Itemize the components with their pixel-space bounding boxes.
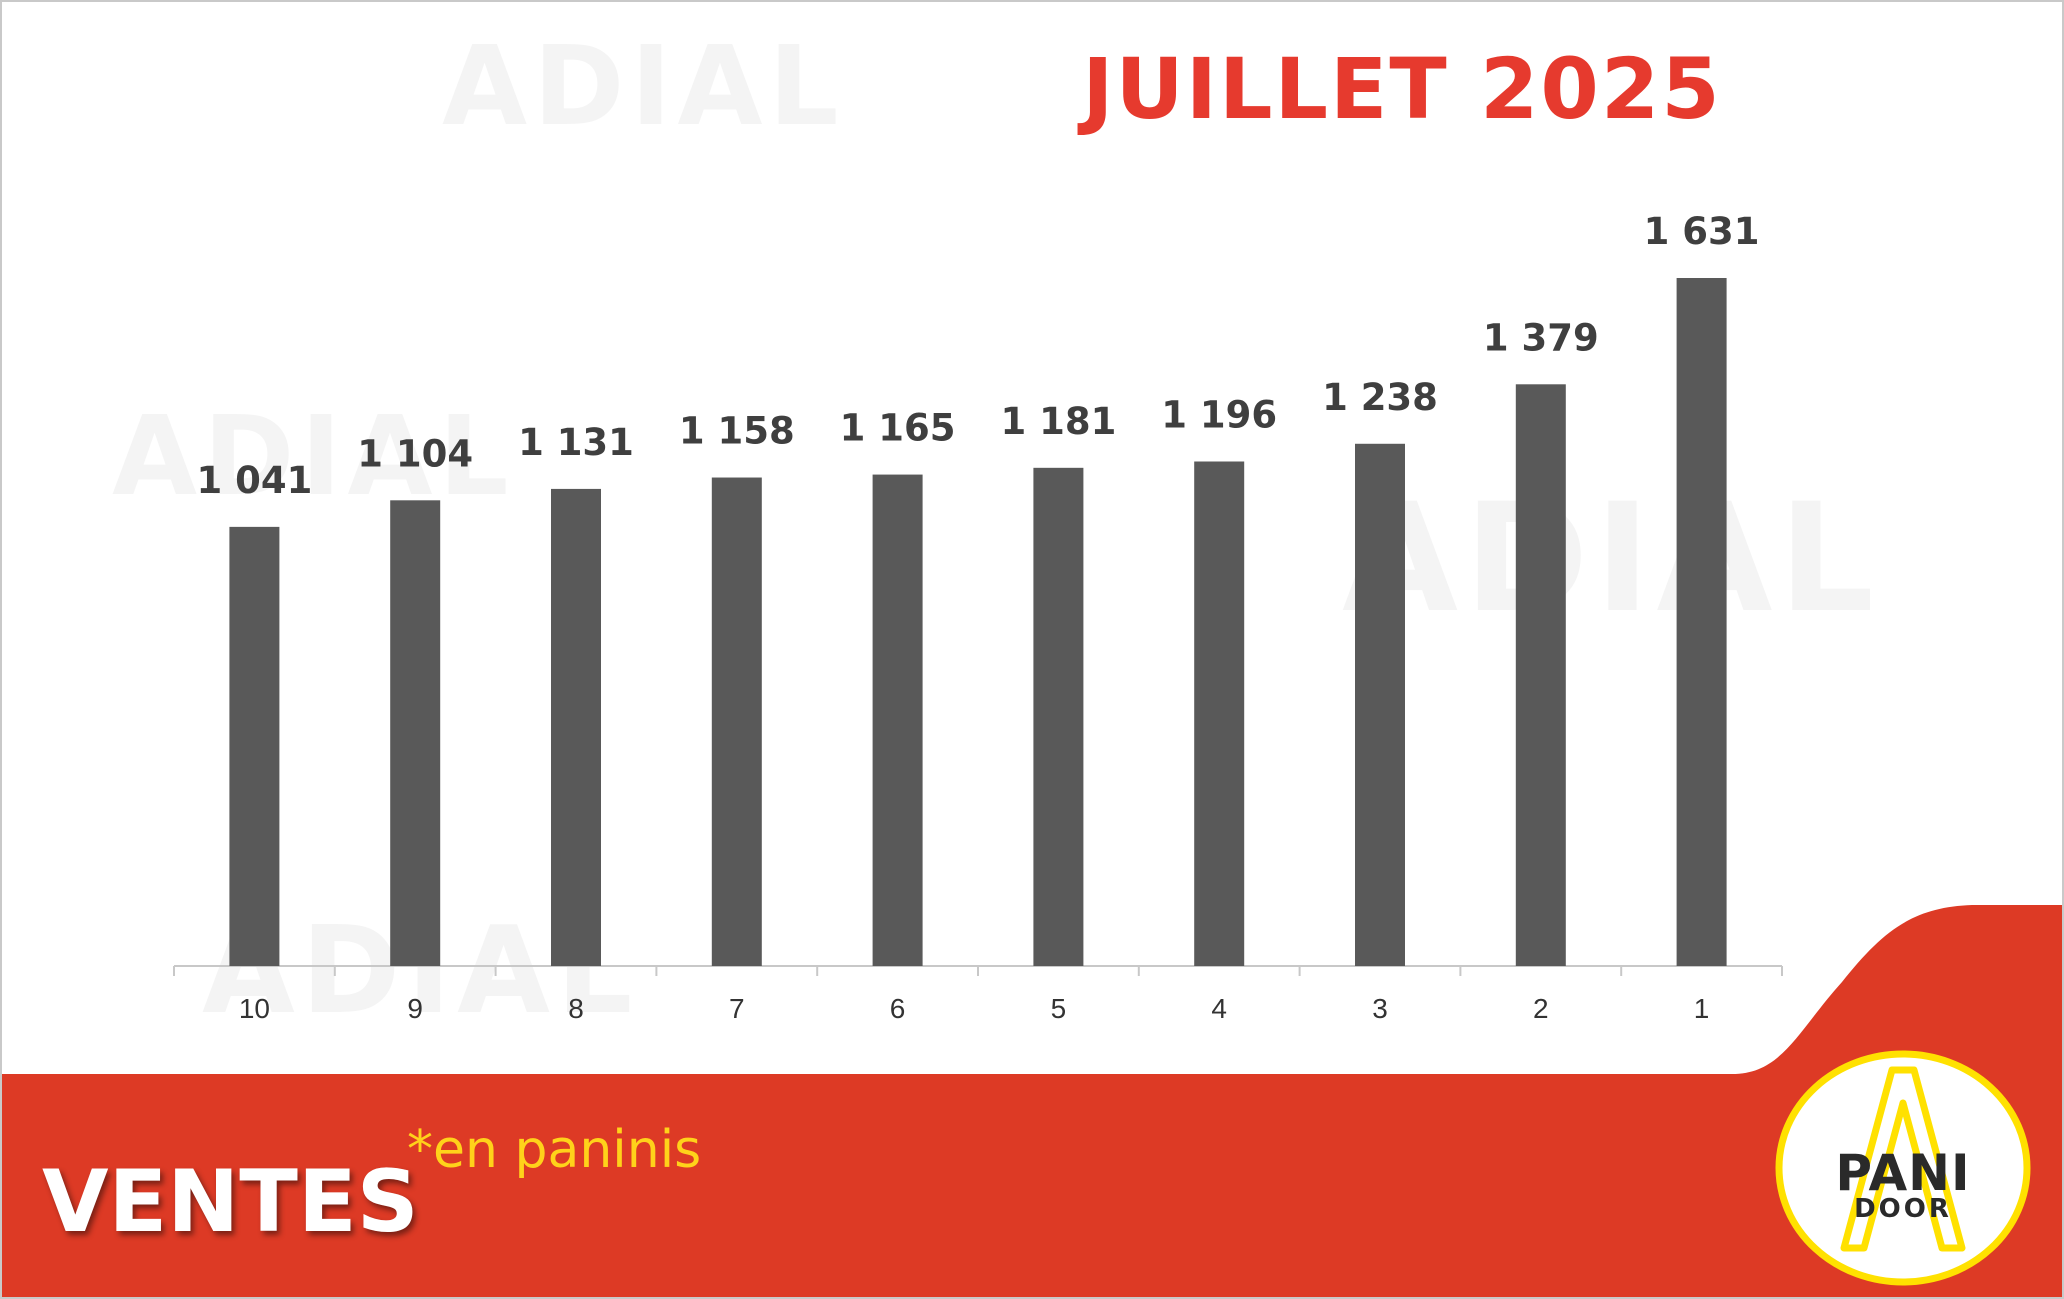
data-label: 1 165	[840, 407, 956, 450]
logo-text-pani: PANI	[1835, 1144, 1971, 1202]
watermark: ADIAL	[1342, 472, 1880, 646]
x-tick-label: 9	[407, 993, 423, 1024]
bar-rank-2	[1515, 384, 1566, 966]
bar-rank-7	[711, 477, 762, 966]
data-label: 1 196	[1161, 393, 1277, 436]
x-tick-label: 3	[1372, 993, 1388, 1024]
data-label: 1 158	[679, 410, 795, 453]
x-tick-label: 5	[1051, 993, 1067, 1024]
x-tick-label: 7	[729, 993, 745, 1024]
data-label: 1 379	[1483, 316, 1599, 359]
bar-rank-6	[872, 474, 923, 966]
data-label: 1 631	[1644, 210, 1760, 253]
x-tick-label: 4	[1211, 993, 1227, 1024]
logo-text-door: DOOR	[1854, 1194, 1952, 1224]
bar-rank-1	[1676, 278, 1727, 966]
x-tick-label: 6	[890, 993, 906, 1024]
bar-rank-5	[1033, 467, 1084, 966]
data-label: 1 181	[1000, 400, 1116, 443]
data-label: 1 131	[518, 421, 634, 464]
watermark: ADIAL	[442, 22, 845, 150]
watermark: ADIAL	[112, 392, 515, 520]
bar-rank-10	[229, 526, 280, 966]
panidoor-logo: PANI DOOR	[1774, 1048, 2032, 1288]
x-tick-label: 8	[568, 993, 584, 1024]
bar-rank-8	[551, 488, 601, 966]
bar-rank-4	[1194, 461, 1245, 966]
x-tick-label: 1	[1694, 993, 1710, 1024]
data-label: 1 104	[357, 432, 473, 475]
chart-title: JUILLET 2025	[1082, 40, 1722, 138]
unit-note: *en paninis	[407, 1120, 702, 1180]
logo-emblem	[1775, 1050, 2031, 1286]
bar-rank-9	[390, 500, 441, 966]
x-tick-label: 10	[239, 993, 270, 1024]
bar-rank-3	[1355, 443, 1405, 966]
footer-band-shape	[2, 905, 2062, 1297]
footer-label: VENTES	[42, 1152, 419, 1252]
data-label: 1 238	[1322, 376, 1438, 419]
data-label: 1 041	[196, 459, 312, 502]
x-tick-label: 2	[1533, 993, 1549, 1024]
